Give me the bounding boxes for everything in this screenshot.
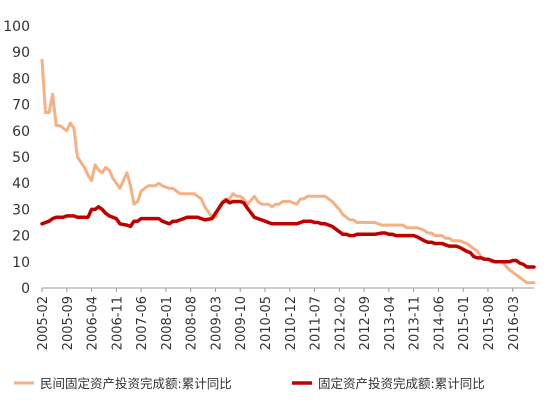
x-tick-label: 2016-03 xyxy=(507,296,522,350)
x-tick-label: 2008-01 xyxy=(160,296,175,350)
x-tick-label: 2015-01 xyxy=(457,296,472,350)
y-tick-label: 80 xyxy=(12,71,30,87)
y-tick-label: 100 xyxy=(3,19,30,35)
x-tick-label: 2009-10 xyxy=(234,296,249,350)
legend-label-1: 民间固定资产投资完成额:累计同比 xyxy=(40,376,232,391)
x-tick-label: 2011-07 xyxy=(309,296,324,350)
x-tick-label: 2006-11 xyxy=(110,296,125,350)
x-tick-label: 2013-04 xyxy=(383,296,398,350)
x-tick-label: 2007-06 xyxy=(135,296,150,350)
x-tick-label: 2010-05 xyxy=(259,296,274,350)
legend: 民间固定资产投资完成额:累计同比 固定资产投资完成额:累计同比 xyxy=(14,376,485,391)
y-tick-label: 70 xyxy=(12,98,30,114)
y-axis-ticks: 0 10 20 30 40 50 60 70 80 90 100 xyxy=(3,19,30,297)
x-tick-label: 2013-11 xyxy=(408,296,423,350)
x-tick-label: 2015-08 xyxy=(482,296,497,350)
y-tick-label: 0 xyxy=(21,281,30,297)
legend-label-2: 固定资产投资完成额:累计同比 xyxy=(318,376,485,391)
x-axis-ticks: 2005-02 2005-09 2006-04 2006-11 2007-06 2008-… xyxy=(36,288,522,350)
x-tick-label: 2012-09 xyxy=(358,296,373,350)
series-line-2 xyxy=(40,198,536,269)
y-tick-label: 30 xyxy=(12,202,30,218)
y-tick-label: 90 xyxy=(12,45,30,61)
series-line-1 xyxy=(40,58,536,285)
y-tick-label: 40 xyxy=(12,176,30,192)
x-tick-label: 2009-03 xyxy=(209,296,224,350)
x-tick-label: 2005-09 xyxy=(61,296,76,350)
x-tick-label: 2008-08 xyxy=(185,296,200,350)
x-tick-label: 2014-06 xyxy=(432,296,447,350)
x-tick-label: 2006-04 xyxy=(86,296,101,350)
y-tick-label: 60 xyxy=(12,124,30,140)
y-tick-label: 20 xyxy=(12,229,30,245)
x-tick-label: 2012-02 xyxy=(333,296,348,350)
series-layer xyxy=(40,58,536,285)
x-tick-label: 2010-12 xyxy=(284,296,299,350)
x-tick-label: 2005-02 xyxy=(36,296,51,350)
y-tick-label: 10 xyxy=(12,255,30,271)
y-tick-label: 50 xyxy=(12,150,30,166)
